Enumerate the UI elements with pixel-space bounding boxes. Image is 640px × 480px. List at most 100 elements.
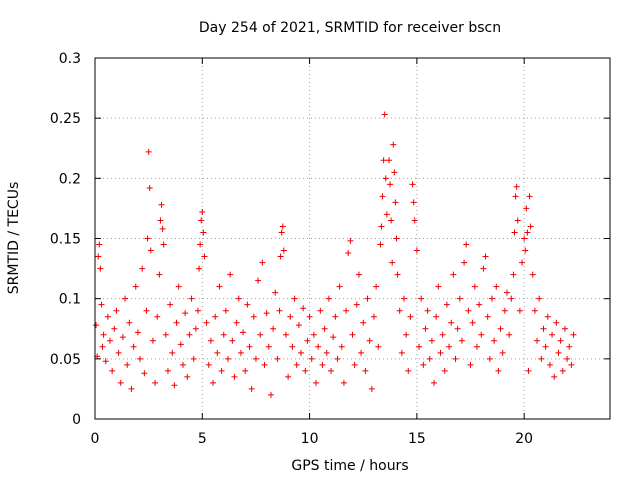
data-point: [448, 319, 455, 326]
y-tick-label: 0.3: [59, 51, 81, 67]
data-point: [220, 331, 227, 338]
data-point: [279, 223, 286, 230]
data-point: [173, 319, 180, 326]
data-point: [385, 157, 392, 164]
data-point: [383, 211, 390, 218]
data-point: [203, 319, 210, 326]
data-point: [551, 373, 558, 380]
data-point: [443, 301, 450, 308]
data-point: [508, 295, 515, 302]
data-point: [93, 322, 100, 329]
data-points: [93, 111, 577, 398]
data-point: [513, 183, 520, 190]
data-point: [315, 343, 322, 350]
data-point: [321, 325, 328, 332]
data-point: [375, 343, 382, 350]
data-point: [276, 307, 283, 314]
data-point: [261, 361, 268, 368]
data-point: [162, 331, 169, 338]
data-point: [177, 341, 184, 348]
data-point: [467, 361, 474, 368]
data-point: [293, 361, 300, 368]
data-point: [381, 111, 388, 118]
data-point: [366, 337, 373, 344]
data-point: [441, 367, 448, 374]
data-point: [465, 307, 472, 314]
data-point: [358, 349, 365, 356]
data-point: [394, 271, 401, 278]
data-point: [175, 283, 182, 290]
data-point: [360, 319, 367, 326]
data-point: [141, 370, 148, 377]
y-tick-label: 0.2: [59, 171, 81, 187]
data-point: [392, 199, 399, 206]
data-point: [157, 217, 164, 224]
data-point: [564, 355, 571, 362]
data-point: [546, 361, 553, 368]
data-point: [393, 235, 400, 242]
data-point: [488, 295, 495, 302]
data-point: [134, 329, 141, 336]
data-point: [248, 385, 255, 392]
data-point: [159, 225, 166, 232]
data-point: [235, 295, 242, 302]
data-point: [171, 382, 178, 389]
data-point: [437, 349, 444, 356]
data-point: [409, 181, 416, 188]
data-point: [300, 305, 307, 312]
y-tick-label: 0.25: [50, 111, 81, 127]
data-point: [265, 343, 272, 350]
y-tick-label: 0: [72, 412, 81, 428]
data-point: [98, 301, 105, 308]
data-point: [566, 343, 573, 350]
data-point: [476, 301, 483, 308]
data-point: [398, 349, 405, 356]
data-point: [519, 259, 526, 266]
data-point: [302, 367, 309, 374]
data-point: [102, 358, 109, 365]
data-point: [420, 361, 427, 368]
data-point: [428, 337, 435, 344]
data-point: [199, 209, 206, 216]
data-point: [323, 349, 330, 356]
data-point: [313, 379, 320, 386]
data-point: [149, 337, 156, 344]
data-point: [117, 379, 124, 386]
y-axis-label: SRMTID / TECUs: [6, 182, 22, 295]
data-point: [529, 271, 536, 278]
data-point: [95, 253, 102, 260]
data-point: [99, 343, 106, 350]
data-point: [188, 295, 195, 302]
data-point: [478, 331, 485, 338]
x-tick-label: 0: [91, 431, 100, 447]
data-point: [338, 343, 345, 350]
data-point: [491, 337, 498, 344]
data-point: [96, 241, 103, 248]
data-point: [207, 337, 214, 344]
data-point: [111, 325, 118, 332]
data-point: [570, 331, 577, 338]
data-point: [195, 307, 201, 314]
data-point: [418, 295, 425, 302]
data-point: [506, 331, 513, 338]
data-point: [317, 307, 324, 314]
data-point: [364, 295, 371, 302]
data-point: [237, 349, 244, 356]
data-point: [330, 334, 337, 341]
data-point: [222, 307, 229, 314]
data-point: [452, 355, 459, 362]
data-point: [227, 271, 234, 278]
data-point: [197, 241, 204, 248]
data-point: [379, 193, 386, 200]
data-point: [422, 325, 429, 332]
data-point: [407, 313, 414, 320]
data-point: [186, 331, 193, 338]
data-point: [482, 253, 489, 260]
data-point: [514, 217, 521, 224]
data-point: [495, 367, 502, 374]
data-point: [167, 301, 174, 308]
data-point: [391, 169, 398, 176]
data-point: [137, 355, 144, 362]
data-point: [255, 277, 262, 284]
